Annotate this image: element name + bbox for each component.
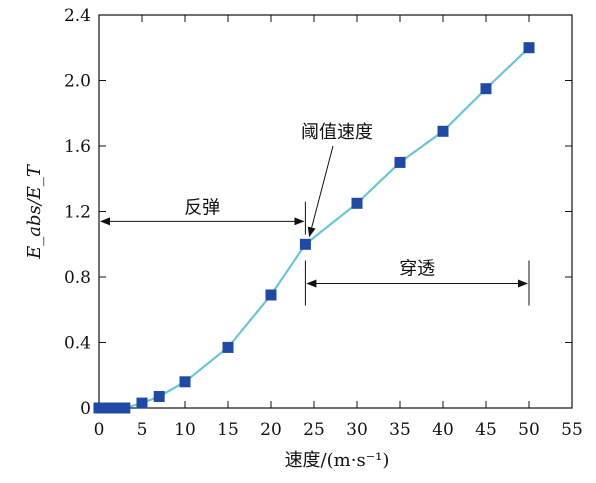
y-tick-label: 0 bbox=[80, 399, 91, 419]
data-point bbox=[153, 391, 165, 402]
data-point bbox=[119, 402, 131, 414]
ticks: 0 5 10 15 20 25 30 35 40 45 50 55 0 0.4 0.8 1.2 1.6 2.0 2.… bbox=[64, 6, 583, 440]
data-point bbox=[523, 42, 535, 54]
y-tick-label: 2.0 bbox=[64, 72, 91, 92]
x-tick-label: 45 bbox=[475, 420, 497, 440]
x-tick-label: 0 bbox=[94, 420, 105, 440]
x-tick-label: 50 bbox=[518, 420, 540, 440]
x-tick-label: 10 bbox=[174, 420, 196, 440]
y-tick-label: 2.4 bbox=[64, 6, 91, 26]
x-tick-label: 25 bbox=[303, 420, 325, 440]
data-point bbox=[437, 125, 449, 137]
data-point bbox=[179, 376, 191, 388]
series-markers bbox=[93, 42, 535, 414]
x-tick-label: 55 bbox=[561, 420, 583, 440]
x-tick-label: 40 bbox=[432, 420, 454, 440]
annotations bbox=[100, 145, 530, 306]
series-line bbox=[99, 46, 530, 410]
y-tick-label: 1.6 bbox=[64, 137, 91, 157]
y-tick-label: 0.8 bbox=[64, 268, 91, 288]
x-tick-label: 20 bbox=[260, 420, 282, 440]
y-axis-title: E_abs/E_T bbox=[24, 163, 45, 260]
data-point bbox=[351, 197, 363, 209]
rebound-label: 反弹 bbox=[184, 197, 220, 218]
x-tick-label: 15 bbox=[217, 420, 239, 440]
data-point bbox=[480, 83, 492, 95]
x-tick-label: 5 bbox=[137, 420, 148, 440]
data-point bbox=[394, 156, 406, 168]
y-tick-label: 1.2 bbox=[64, 203, 91, 223]
threshold-arrow bbox=[307, 145, 334, 238]
data-point bbox=[222, 341, 234, 353]
x-axis-title: 速度/(m·s⁻¹) bbox=[285, 450, 390, 471]
data-point bbox=[136, 397, 148, 409]
threshold-label: 阈值速度 bbox=[301, 122, 373, 143]
data-point bbox=[265, 289, 277, 301]
data-point bbox=[299, 238, 311, 250]
penetration-label: 穿透 bbox=[399, 259, 435, 280]
x-tick-label: 35 bbox=[389, 420, 411, 440]
x-tick-label: 30 bbox=[346, 420, 368, 440]
y-tick-label: 0.4 bbox=[64, 334, 91, 354]
